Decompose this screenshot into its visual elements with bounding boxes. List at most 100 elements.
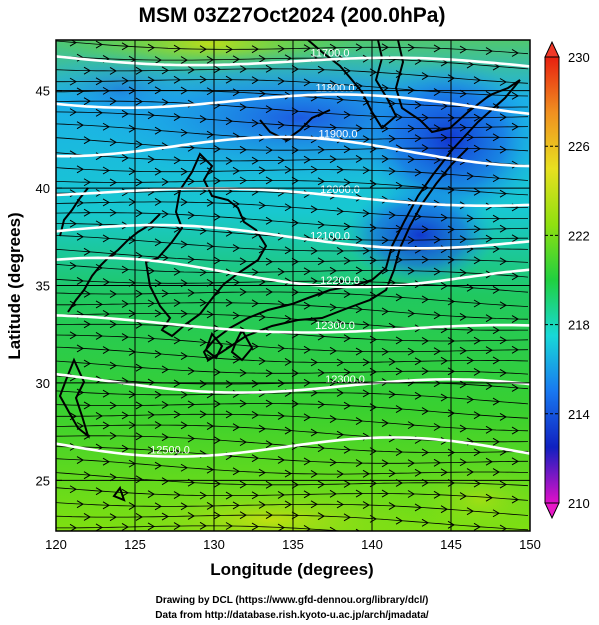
streamline-arrow [343,145,351,154]
streamline-arrow [473,113,481,122]
streamline-arrow [109,66,117,75]
streamline-arrow [154,461,162,470]
streamline-arrow [258,54,266,63]
streamline-arrow [329,303,337,312]
streamline-arrow [381,266,389,275]
streamline-arrow [69,331,77,340]
streamline-arrow [492,244,500,253]
streamline-arrow [180,56,188,65]
streamline-arrow [121,42,129,51]
streamline-arrow [310,316,318,325]
streamline-arrow [343,513,351,522]
streamline-arrow [239,145,247,154]
streamline-arrow [206,354,214,362]
streamline-arrow [83,359,91,368]
streamline-arrow [459,45,467,54]
streamline-arrow [388,167,396,176]
streamline-arrow [310,165,318,174]
streamline-arrow [473,144,481,153]
streamline-arrow [317,368,325,377]
streamline-arrow [76,276,84,285]
streamline-arrow [102,501,110,510]
streamline-arrow [147,43,155,52]
streamline-arrow [492,509,500,518]
streamline-arrow [173,44,181,53]
streamline-arrow [329,80,337,89]
streamline-arrow [121,153,129,162]
streamline-arrow [388,469,396,478]
streamline-arrow [388,99,396,108]
streamline-arrow [421,518,429,527]
streamline-arrow [199,45,207,54]
streamline-arrow [251,379,259,388]
streamline-arrow [381,236,389,245]
streamline-arrow [433,124,441,133]
streamline-arrow [95,487,103,496]
streamline-arrow [173,156,181,165]
streamline-arrow [407,266,415,275]
credit-data: Data from http://database.rish.kyoto-u.a… [155,610,429,621]
streamline-arrow [388,211,396,220]
streamline-arrow [173,448,181,457]
streamline-arrow [161,401,169,409]
streamline-arrow [102,278,110,287]
streamline-arrow [382,530,383,531]
streamline-arrow [69,412,77,421]
streamline-arrow [336,470,344,478]
streamline-arrow [466,214,474,223]
streamline-arrow [395,367,403,376]
streamline-arrow [135,97,143,106]
streamline-arrow [232,355,240,364]
streamline-arrow [206,310,214,319]
streamline-arrow [492,326,500,335]
streamline-arrow [355,489,363,498]
streamline-arrow [206,242,214,251]
streamline-arrow [199,298,207,307]
streamline-arrow [277,300,285,309]
streamline-arrow [447,225,455,234]
streamline-arrow [329,155,337,164]
streamline-arrow [336,207,344,216]
x-tick-label: 125 [124,537,146,552]
streamline-arrow [317,257,325,266]
streamline-arrow [199,491,207,500]
streamline-arrow [355,124,363,133]
streamline-arrow [76,456,84,464]
streamline-arrow [303,490,311,499]
streamline-arrow [291,399,299,408]
streamline-arrow [161,477,169,486]
streamline-arrow [317,444,325,453]
streamline-arrow [499,145,507,154]
streamline-arrow [161,365,169,374]
streamline-arrow [473,76,481,85]
streamline-arrow [95,40,103,49]
streamline-arrow [362,321,370,329]
streamline-arrow [303,525,311,531]
streamline-arrow [336,165,344,174]
y-tick-label: 45 [36,84,50,99]
streamline-arrow [355,82,363,90]
streamline-arrow [473,411,481,420]
streamline-arrow [303,234,311,243]
streamline-arrow [109,178,117,187]
streamline-arrow [95,108,103,117]
streamline-arrow [265,480,273,489]
streamline-arrow [388,357,396,366]
streamline-arrow [362,389,370,398]
streamline-arrow [251,491,259,500]
streamline-arrow [251,411,259,419]
streamline-arrow [251,45,259,54]
streamline-arrow [239,103,247,112]
streamline-arrow [251,76,259,85]
streamline-arrow [173,299,181,307]
streamline-arrow [336,277,344,286]
streamline-arrow [433,458,441,467]
streamline-arrow [180,128,188,137]
streamline-arrow [447,185,455,194]
streamline-arrow [95,412,103,420]
streamline-arrow [277,344,285,353]
streamline-arrow [180,352,188,361]
streamline-arrow [173,410,181,419]
streamline-arrow [225,298,233,307]
streamline-arrow [414,357,422,366]
